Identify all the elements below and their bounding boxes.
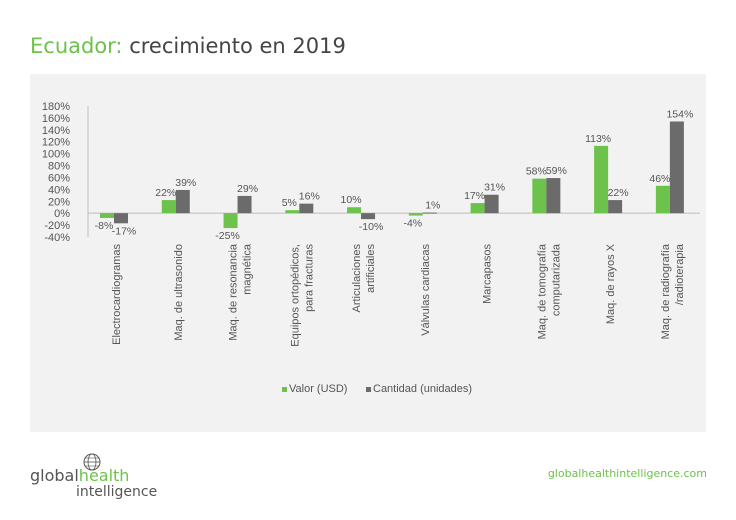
data-label: 154% — [666, 108, 693, 120]
logo-global: global — [30, 466, 79, 485]
footer-url[interactable]: globalhealthintelligence.com — [547, 467, 707, 480]
data-label: 59% — [546, 165, 567, 177]
legend-label: Cantidad (unidades) — [373, 383, 472, 395]
bar-cantidad — [114, 213, 128, 224]
category-label: Maq. de tomografía — [536, 243, 548, 339]
data-label: 39% — [175, 177, 196, 189]
data-label: 46% — [649, 173, 670, 185]
logo: globalhealth intelligence — [30, 450, 170, 504]
category-label: Equipos ortopédicos, — [289, 244, 301, 347]
logo-line1: globalhealth — [30, 466, 129, 485]
data-label: -17% — [112, 225, 137, 237]
bar-cantidad — [484, 194, 499, 214]
category-label: Maq. de resonancia — [228, 243, 240, 340]
y-tick-label: 80% — [48, 161, 70, 173]
category-label: artificiales — [365, 244, 377, 293]
data-label: 17% — [464, 190, 485, 202]
y-tick-label: 20% — [48, 196, 70, 208]
y-tick-label: -20% — [44, 220, 70, 232]
logo-health: health — [78, 466, 130, 485]
category-label: computarizada — [550, 243, 562, 316]
legend-label: Valor (USD) — [289, 383, 347, 395]
data-label: 31% — [484, 182, 505, 194]
data-label: 58% — [526, 166, 547, 178]
chart-panel: 180% 160% 140% 120% 100% 80% 60% 40% 20% 0% -20% -4… — [30, 74, 706, 432]
bar-cantidad — [422, 212, 437, 214]
title-country: Ecuador: — [30, 34, 123, 58]
bar-valor — [223, 213, 238, 229]
y-tick-label: 120% — [42, 137, 70, 149]
bar-cantidad — [299, 203, 314, 214]
bar-valor — [408, 213, 423, 216]
data-label: 5% — [282, 197, 297, 209]
data-label: 29% — [237, 183, 258, 195]
bar-valor — [655, 185, 670, 214]
category-label: Maq. de ultrasonido — [173, 244, 185, 341]
data-label: -4% — [403, 218, 422, 230]
category-label: Maq. de radiografía — [660, 243, 672, 339]
globe-icon — [83, 453, 101, 471]
data-label: -8% — [95, 220, 114, 232]
bar-valor — [100, 213, 114, 218]
y-tick-label: 40% — [48, 184, 70, 196]
y-tick-label: 160% — [42, 113, 70, 125]
category-label: magnética — [242, 243, 254, 295]
legend-swatch — [366, 387, 371, 392]
data-label: 113% — [585, 133, 611, 145]
category-label: Articulaciones — [351, 244, 363, 313]
title-text: crecimiento en 2019 — [129, 34, 346, 58]
bar-cantidad — [175, 189, 190, 214]
logo-line2: intelligence — [76, 484, 158, 500]
y-tick-label: 60% — [48, 172, 70, 184]
y-tick-label: 100% — [42, 149, 70, 161]
legend-swatch — [282, 387, 287, 392]
data-label: 1% — [425, 200, 440, 212]
bar-valor — [594, 145, 609, 214]
bar-cantidad — [546, 178, 561, 214]
data-label: -10% — [359, 221, 384, 233]
y-tick-label: 0% — [54, 208, 70, 220]
bar-cantidad — [237, 195, 252, 214]
chart-title: Ecuador: crecimiento en 2019 — [30, 34, 346, 58]
bar-cantidad — [669, 121, 684, 214]
data-label: 22% — [155, 187, 176, 199]
category-label: Válvulas cardiacas — [420, 244, 432, 336]
y-tick-label: -40% — [44, 232, 70, 244]
bar-cantidad — [361, 213, 376, 220]
data-label: 16% — [299, 191, 320, 203]
category-label: /radioterapia — [674, 243, 686, 305]
bar-valor — [285, 210, 300, 214]
bar-valor — [161, 200, 176, 214]
bar-valor — [347, 207, 362, 214]
category-label: Marcapasos — [482, 244, 494, 304]
data-label: -25% — [215, 230, 240, 242]
y-tick-label: 140% — [42, 125, 70, 137]
bar-valor — [470, 203, 485, 214]
data-label: 22% — [608, 187, 629, 199]
category-label: Electrocardiogramas — [111, 244, 123, 345]
y-tick-label: 180% — [42, 101, 70, 113]
bar-cantidad — [608, 200, 623, 214]
bar-valor — [532, 178, 547, 214]
category-label: Maq. de rayos X — [605, 243, 617, 324]
data-label: 10% — [341, 194, 362, 206]
bar-chart: 180%160%140%120%100%80%60%40%20%0%-20%-4… — [42, 101, 700, 395]
category-label: para fracturas — [303, 244, 315, 312]
